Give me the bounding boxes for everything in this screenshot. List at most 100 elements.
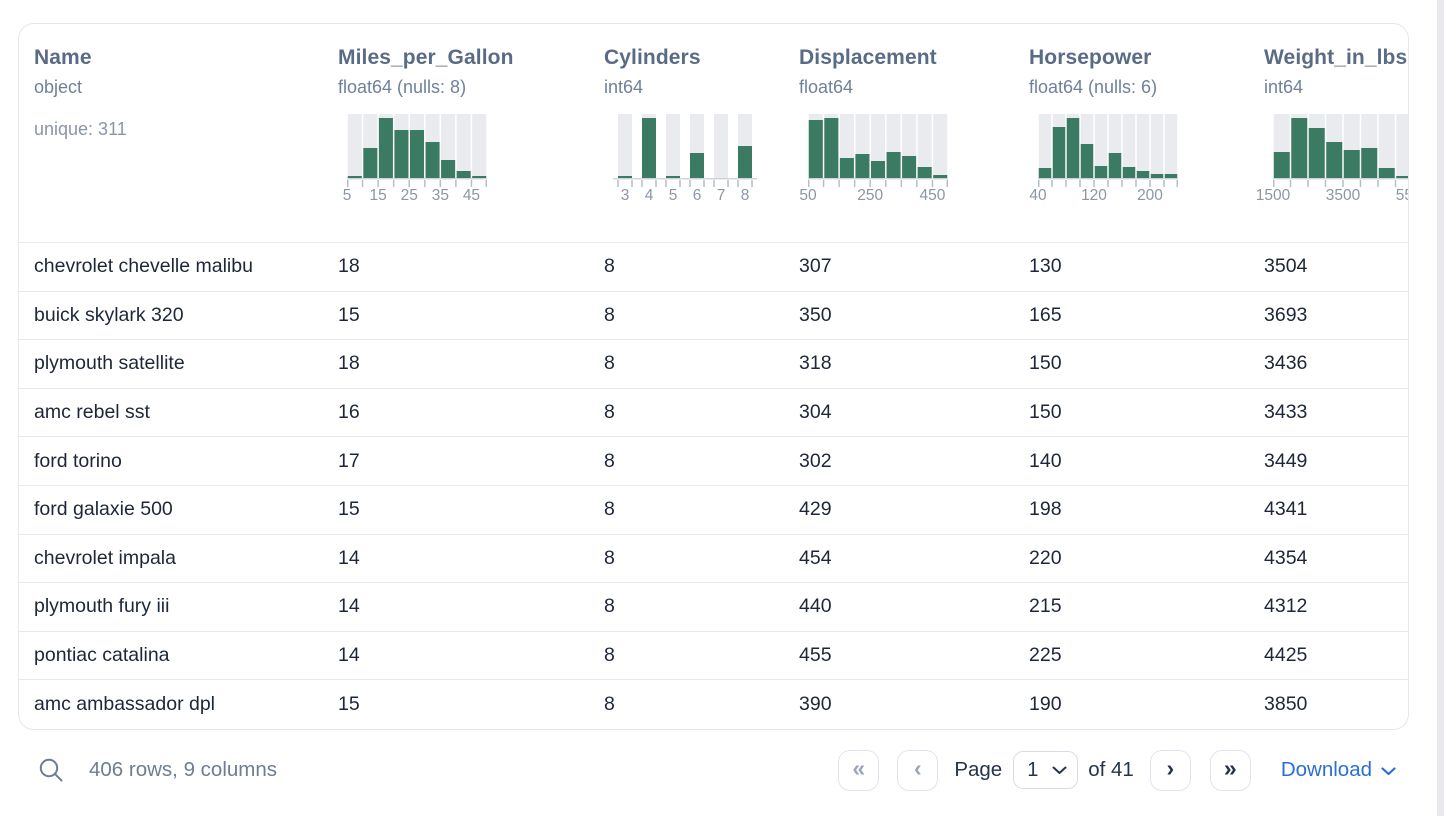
row-column-count: 406 rows, 9 columns [89,758,278,781]
cell-displacement: 429 [799,498,832,521]
last-page-button[interactable]: » [1209,749,1251,791]
cell-displacement: 390 [799,693,832,716]
cell-name: ford galaxie 500 [34,498,173,521]
table-row: amc ambassador dpl 15 8 390 190 3850 [19,680,1408,729]
table-row: buick skylark 320 15 8 350 165 3693 [19,292,1408,341]
chevron-down-icon [1381,767,1396,776]
column-dtype: object [34,77,83,97]
cell-horsepower: 150 [1029,401,1062,424]
cell-displacement: 304 [799,401,832,424]
cell-name: plymouth satellite [34,352,185,375]
column-title: Horsepower [1029,46,1152,69]
cell-cylinders: 8 [604,595,615,618]
column-title: Cylinders [604,46,701,69]
cell-name: amc rebel sst [34,401,150,424]
cell-horsepower: 150 [1029,352,1062,375]
cell-displacement: 350 [799,303,832,326]
column-title: Miles_per_Gallon [338,46,514,69]
cell-cylinders: 8 [604,303,615,326]
search-icon [39,758,63,781]
column-dtype: float64 [799,77,854,97]
svg-text:4: 4 [645,187,654,204]
cell-horsepower: 165 [1029,303,1062,326]
cell-name: chevrolet impala [34,546,176,569]
cell-weight_in_lbs: 3850 [1264,693,1308,716]
column-header-name[interactable]: Name object unique: 311 [34,24,338,242]
next-page-button[interactable]: › [1149,749,1191,791]
cell-miles_per_gallon: 15 [338,693,360,716]
column-title: Displacement [799,46,937,69]
cell-weight_in_lbs: 4312 [1264,595,1308,618]
column-unique-count: unique: 311 [34,119,127,139]
cell-weight_in_lbs: 3436 [1264,352,1308,375]
column-header-horsepower[interactable]: Horsepower float64 (nulls: 6) 40 120 200 [1029,24,1264,242]
miles_per_gallon-histogram[interactable]: 5 15 25 35 45 [343,114,487,204]
cell-weight_in_lbs: 4341 [1264,498,1308,521]
cell-cylinders: 8 [604,546,615,569]
cell-name: pontiac catalina [34,644,170,667]
cell-miles_per_gallon: 16 [338,401,360,424]
cell-miles_per_gallon: 14 [338,644,360,667]
table-body: chevrolet chevelle malibu 18 8 307 130 3504 bu… [19,243,1408,729]
cell-miles_per_gallon: 17 [338,449,360,472]
column-dtype: float64 (nulls: 6) [1029,77,1158,97]
previous-page-button[interactable]: ‹ [897,749,939,791]
cell-displacement: 454 [799,546,832,569]
svg-text:5500: 5500 [1396,187,1409,204]
cell-horsepower: 140 [1029,449,1062,472]
cell-displacement: 302 [799,449,832,472]
cell-miles_per_gallon: 14 [338,595,360,618]
cell-horsepower: 215 [1029,595,1062,618]
horsepower-histogram[interactable]: 40 120 200 [1029,114,1178,204]
cell-name: chevrolet chevelle malibu [34,255,253,278]
cell-name: buick skylark 320 [34,303,184,326]
cell-horsepower: 190 [1029,693,1062,716]
cell-horsepower: 225 [1029,644,1062,667]
displacement-histogram[interactable]: 50 250 450 [799,114,948,204]
svg-text:200: 200 [1137,187,1163,204]
cell-cylinders: 8 [604,644,615,667]
svg-text:50: 50 [799,187,817,204]
cell-horsepower: 220 [1029,546,1062,569]
cell-cylinders: 8 [604,352,615,375]
page-scrollbar[interactable] [1437,0,1444,816]
svg-text:3500: 3500 [1326,187,1361,204]
table-row: amc rebel sst 16 8 304 150 3433 [19,389,1408,438]
table-row: chevrolet impala 14 8 454 220 4354 [19,535,1408,584]
cell-name: amc ambassador dpl [34,693,216,716]
cell-displacement: 455 [799,644,832,667]
svg-text:450: 450 [920,187,946,204]
cell-weight_in_lbs: 3693 [1264,303,1308,326]
cell-horsepower: 198 [1029,498,1062,521]
cell-cylinders: 8 [604,255,615,278]
first-page-button[interactable]: « [838,749,880,791]
svg-text:3: 3 [621,187,630,204]
cell-horsepower: 130 [1029,255,1062,278]
column-header-weight_in_lbs[interactable]: Weight_in_lbs int64 1500 3500 5500 [1256,24,1409,242]
data-table-card: Name object unique: 311 Miles_per_Gallon flo… [18,23,1409,730]
column-title: Weight_in_lbs [1264,46,1408,69]
download-button[interactable]: Download [1281,758,1396,782]
column-header-displacement[interactable]: Displacement float64 50 250 450 [799,24,1029,242]
table-row: pontiac catalina 14 8 455 225 4425 [19,632,1408,681]
cell-miles_per_gallon: 14 [338,546,360,569]
chevron-left-icon: ‹ [913,755,922,781]
table-row: ford torino 17 8 302 140 3449 [19,437,1408,486]
column-dtype: int64 [604,77,644,97]
cell-weight_in_lbs: 3449 [1264,449,1308,472]
svg-text:35: 35 [432,187,449,204]
double-chevron-right-icon: » [1223,755,1237,781]
cell-displacement: 440 [799,595,832,618]
svg-text:8: 8 [741,187,750,204]
chevron-down-icon [1052,766,1067,774]
total-pages-label: of 41 [1088,758,1134,781]
cell-weight_in_lbs: 4354 [1264,546,1308,569]
column-header-miles_per_gallon[interactable]: Miles_per_Gallon float64 (nulls: 8) 5 15 25 3… [338,24,604,242]
column-header-cylinders[interactable]: Cylinders int64 3 4 5 6 7 8 [604,24,799,242]
page-select[interactable]: 1 [1013,751,1079,789]
cell-name: ford torino [34,449,122,472]
search-button[interactable] [38,757,65,784]
svg-text:40: 40 [1029,187,1047,204]
weight_in_lbs-histogram[interactable]: 1500 3500 5500 [1256,114,1409,204]
